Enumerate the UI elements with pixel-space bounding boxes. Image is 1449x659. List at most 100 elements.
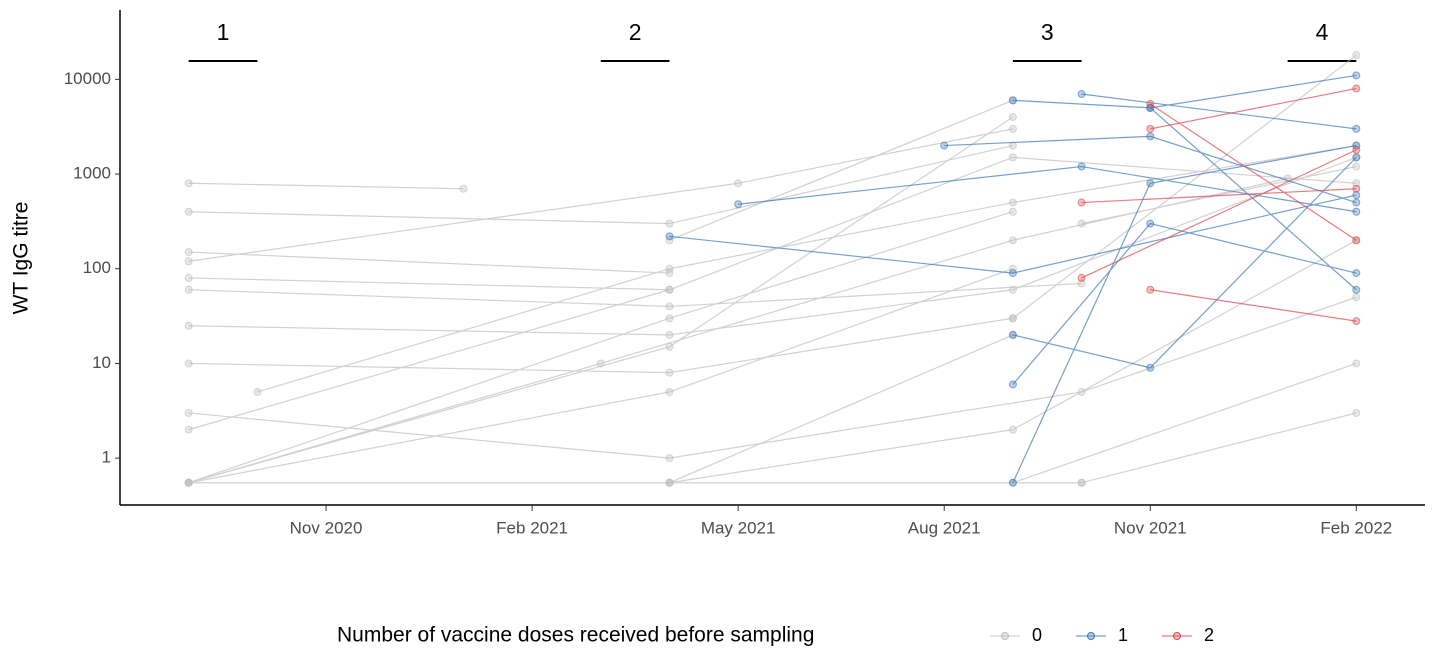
series-point xyxy=(1146,124,1155,133)
series-point xyxy=(1008,269,1017,278)
series-point xyxy=(1352,408,1361,417)
series-point xyxy=(665,285,674,294)
series-point xyxy=(1008,96,1017,105)
series-point xyxy=(1352,179,1361,188)
legend-key-point xyxy=(1001,632,1009,640)
series-point xyxy=(1008,425,1017,434)
series-point xyxy=(1077,387,1086,396)
series-point xyxy=(1077,198,1086,207)
y-tick-label: 10 xyxy=(92,353,111,372)
legend-label: 2 xyxy=(1204,625,1214,645)
series-point xyxy=(1352,184,1361,193)
series-point xyxy=(1352,145,1361,154)
series-point xyxy=(184,207,193,216)
round-label: 4 xyxy=(1316,19,1329,45)
series-point xyxy=(1008,314,1017,323)
legend-key-point xyxy=(1087,632,1095,640)
series-point xyxy=(184,285,193,294)
series-point xyxy=(1146,285,1155,294)
series-point xyxy=(1008,198,1017,207)
series-point xyxy=(184,321,193,330)
series-point xyxy=(184,257,193,266)
series-point xyxy=(1352,162,1361,171)
series-point xyxy=(1008,124,1017,133)
series-point xyxy=(665,342,674,351)
series-point xyxy=(1146,219,1155,228)
series-line xyxy=(188,54,1357,484)
legend-key-point xyxy=(1173,632,1181,640)
series-point xyxy=(1352,141,1361,150)
series-point xyxy=(1008,264,1017,273)
series-point xyxy=(1146,99,1155,108)
legend-label: 1 xyxy=(1118,625,1128,645)
series-point xyxy=(596,359,605,368)
series-point xyxy=(1352,236,1361,245)
y-tick-label: 1000 xyxy=(73,164,111,183)
x-tick-label: Feb 2022 xyxy=(1320,518,1392,537)
series-point xyxy=(1352,359,1361,368)
series-point xyxy=(1352,207,1361,216)
series-point xyxy=(665,368,674,377)
series-point xyxy=(665,330,674,339)
series-point xyxy=(1352,269,1361,278)
series-point xyxy=(253,387,262,396)
series-point xyxy=(1008,207,1017,216)
series-point xyxy=(1077,279,1086,288)
series-point xyxy=(1077,478,1086,487)
series-point xyxy=(1352,71,1361,80)
legend-label: 0 xyxy=(1032,625,1042,645)
y-tick-label: 100 xyxy=(83,258,111,277)
series-point xyxy=(665,314,674,323)
series-point xyxy=(184,179,193,188)
y-tick-label: 10000 xyxy=(64,69,111,88)
y-axis-label: WT IgG titre xyxy=(10,202,33,315)
series-point xyxy=(734,179,743,188)
round-label: 3 xyxy=(1041,19,1054,45)
series-point xyxy=(1146,132,1155,141)
x-tick-label: Nov 2020 xyxy=(290,518,363,537)
series-point xyxy=(1008,478,1017,487)
series-point xyxy=(1352,317,1361,326)
x-tick-label: Aug 2021 xyxy=(908,518,981,537)
series-point xyxy=(665,269,674,278)
series-point xyxy=(184,425,193,434)
series-point xyxy=(1008,236,1017,245)
series-point xyxy=(1008,380,1017,389)
legend-title: Number of vaccine doses received before … xyxy=(337,624,814,647)
series-point xyxy=(1008,285,1017,294)
series-point xyxy=(1352,84,1361,93)
series-point xyxy=(184,359,193,368)
series-point xyxy=(665,219,674,228)
series-point xyxy=(1008,153,1017,162)
series-point xyxy=(1352,293,1361,302)
x-tick-label: Feb 2021 xyxy=(496,518,568,537)
series-point xyxy=(1077,90,1086,99)
x-tick-label: Nov 2021 xyxy=(1114,518,1187,537)
series-point xyxy=(665,232,674,241)
series-point xyxy=(665,264,674,273)
series-point xyxy=(940,141,949,150)
series-point xyxy=(1077,273,1086,282)
series-point xyxy=(1077,219,1086,228)
round-label: 1 xyxy=(217,19,230,45)
series-point xyxy=(459,184,468,193)
series-line xyxy=(669,74,1357,483)
x-tick-label: May 2021 xyxy=(701,518,776,537)
series-point xyxy=(734,200,743,209)
series-point xyxy=(1352,198,1361,207)
series-point xyxy=(1352,51,1361,60)
series-point xyxy=(665,454,674,463)
y-tick-label: 1 xyxy=(102,448,111,467)
series-point xyxy=(184,273,193,282)
round-label: 2 xyxy=(629,19,642,45)
series-point xyxy=(184,408,193,417)
series-point xyxy=(184,248,193,257)
series-point xyxy=(665,302,674,311)
series-point xyxy=(1352,153,1361,162)
series-point xyxy=(1146,363,1155,372)
series-point xyxy=(1352,124,1361,133)
series-point xyxy=(1352,285,1361,294)
series-point xyxy=(1077,162,1086,171)
series-point xyxy=(1146,179,1155,188)
